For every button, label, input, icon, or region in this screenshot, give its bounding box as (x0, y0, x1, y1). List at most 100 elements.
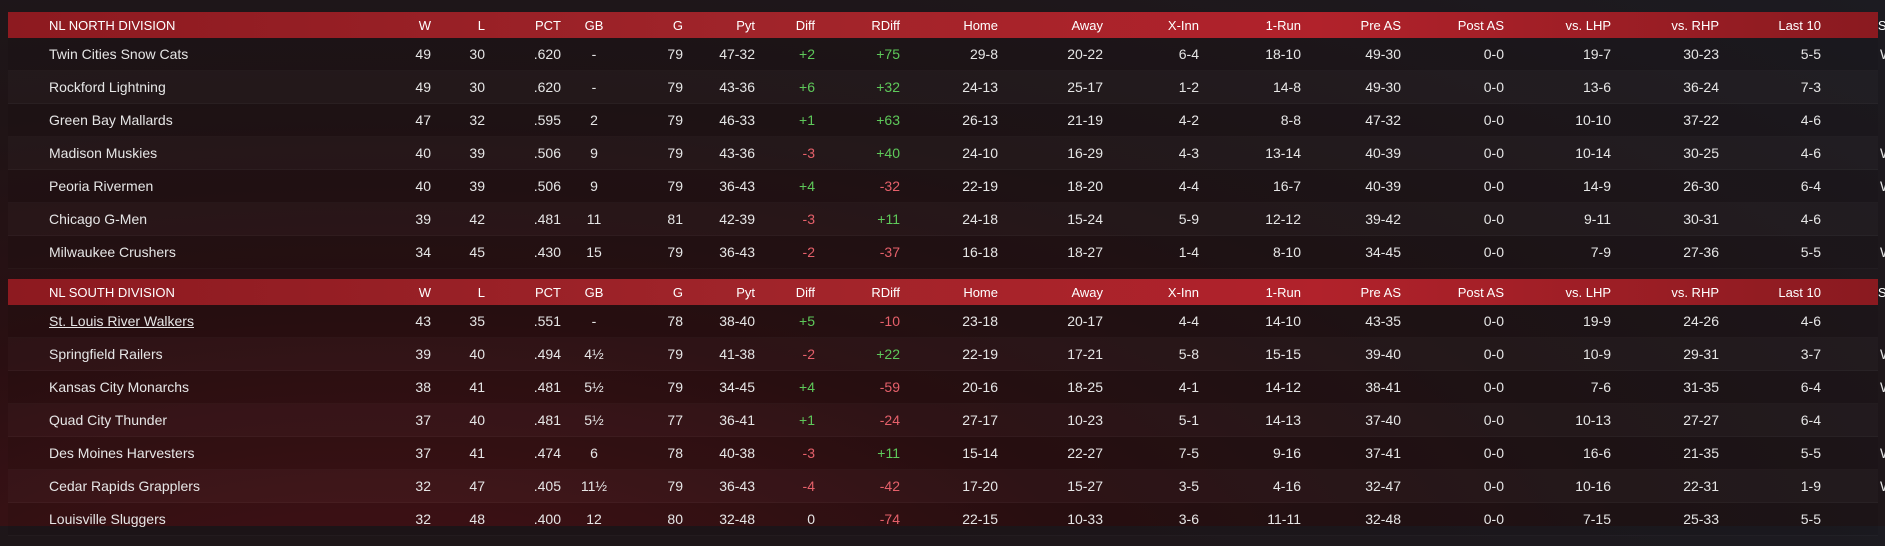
table-row[interactable]: Quad City Thunder 37 40 .481 5½ 77 36-41 +1 -24 2… (8, 404, 1878, 437)
cell-gb: 12 (586, 511, 602, 527)
cell-vslhp: 7-6 (1590, 379, 1611, 395)
column-header-strk[interactable]: Strk (1877, 284, 1885, 300)
cell-rdiff: +22 (876, 346, 900, 362)
cell-rdiff: +63 (876, 112, 900, 128)
column-header-pct[interactable]: PCT (535, 284, 561, 300)
cell-last10: 3-7 (1800, 346, 1821, 362)
cell-l: 48 (469, 511, 485, 527)
team-name-link[interactable]: Springfield Railers (49, 346, 163, 362)
cell-away: 15-27 (1067, 478, 1103, 494)
column-header-diff[interactable]: Diff (795, 284, 815, 300)
column-header-l[interactable]: L (477, 284, 485, 300)
column-header-w[interactable]: W (418, 284, 431, 300)
cell-home: 24-18 (962, 211, 998, 227)
column-header-rdiff[interactable]: RDiff (871, 17, 900, 33)
column-header-strk[interactable]: Strk (1877, 17, 1885, 33)
table-row[interactable]: Twin Cities Snow Cats 49 30 .620 - 79 47-32 +2 +… (8, 38, 1885, 71)
table-row[interactable]: Chicago G-Men 39 42 .481 11 81 42-39 -3 +11 24-18… (8, 203, 1878, 236)
table-row[interactable]: Kansas City Monarchs 38 41 .481 5½ 79 34-45 +4 -… (8, 371, 1885, 404)
team-name-link[interactable]: St. Louis River Walkers (49, 313, 194, 329)
cell-w: 40 (415, 178, 431, 194)
team-name-link[interactable]: Quad City Thunder (49, 412, 168, 428)
cell-home: 23-18 (962, 313, 998, 329)
table-row[interactable]: Cedar Rapids Grapplers 32 47 .405 11½ 79 36-43… (8, 470, 1885, 503)
column-header-away[interactable]: Away (1071, 17, 1103, 33)
cell-vslhp: 7-15 (1582, 511, 1611, 527)
cell-gb: - (591, 313, 597, 329)
cell-pyt: 36-43 (719, 178, 755, 194)
team-name-link[interactable]: Rockford Lightning (49, 79, 166, 95)
cell-g: 79 (667, 79, 683, 95)
team-name-link[interactable]: Peoria Rivermen (49, 178, 154, 194)
column-header-away[interactable]: Away (1071, 284, 1103, 300)
table-row[interactable]: Milwaukee Crushers 34 45 .430 15 79 36-43 -2 -37… (8, 236, 1885, 269)
cell-away: 22-27 (1067, 445, 1103, 461)
table-row[interactable]: St. Louis River Walkers 43 35 .551 - 78 38-40 +… (8, 305, 1878, 338)
team-name-link[interactable]: Chicago G-Men (49, 211, 148, 227)
team-name-link[interactable]: Madison Muskies (49, 145, 158, 161)
column-header-vsrhp[interactable]: vs. RHP (1671, 284, 1719, 300)
column-header-pyt[interactable]: Pyt (736, 17, 755, 33)
team-name-link[interactable]: Green Bay Mallards (49, 112, 173, 128)
column-header-postas[interactable]: Post AS (1457, 284, 1504, 300)
table-row[interactable]: Green Bay Mallards 47 32 .595 2 79 46-33 +1 +63 2… (8, 104, 1878, 137)
cell-home: 24-13 (962, 79, 998, 95)
column-header-w[interactable]: W (418, 17, 431, 33)
cell-gb: 2 (590, 112, 598, 128)
column-header-last10[interactable]: Last 10 (1778, 284, 1821, 300)
column-header-diff[interactable]: Diff (795, 17, 815, 33)
column-header-gb[interactable]: GB (584, 284, 604, 300)
team-name-link[interactable]: Louisville Sluggers (49, 511, 166, 527)
column-header-postas[interactable]: Post AS (1457, 17, 1504, 33)
cell-vslhp: 10-9 (1582, 346, 1611, 362)
cell-vslhp: 10-14 (1575, 145, 1611, 161)
column-header-l[interactable]: L (477, 17, 485, 33)
cell-pyt: 36-43 (719, 244, 755, 260)
table-row[interactable]: Springfield Railers 39 40 .494 4½ 79 41-38 -2 +2… (8, 338, 1885, 371)
column-header-preas[interactable]: Pre AS (1360, 17, 1401, 33)
cell-g: 78 (667, 313, 683, 329)
column-header-xinn[interactable]: X-Inn (1167, 284, 1199, 300)
column-header-home[interactable]: Home (963, 17, 998, 33)
cell-onerun: 15-15 (1265, 346, 1301, 362)
cell-home: 15-14 (962, 445, 998, 461)
table-row[interactable]: Des Moines Harvesters 37 41 .474 6 78 40-38 -3 +… (8, 437, 1885, 470)
column-header-home[interactable]: Home (963, 284, 998, 300)
cell-postas: 0-0 (1483, 244, 1504, 260)
column-header-xinn[interactable]: X-Inn (1167, 17, 1199, 33)
column-header-g[interactable]: G (672, 17, 683, 33)
cell-xinn: 5-1 (1178, 412, 1199, 428)
cell-pyt: 36-43 (719, 478, 755, 494)
column-header-vsrhp[interactable]: vs. RHP (1671, 17, 1719, 33)
table-row[interactable]: Louisville Sluggers 32 48 .400 12 80 32-48 0 -74… (8, 503, 1878, 536)
cell-xinn: 4-1 (1178, 379, 1199, 395)
cell-l: 41 (469, 445, 485, 461)
team-name-link[interactable]: Twin Cities Snow Cats (49, 46, 189, 62)
column-header-onerun[interactable]: 1-Run (1265, 17, 1301, 33)
column-header-vslhp[interactable]: vs. LHP (1565, 284, 1611, 300)
table-row[interactable]: Madison Muskies 40 39 .506 9 79 43-36 -3 +40 24-1… (8, 137, 1885, 170)
column-header-last10[interactable]: Last 10 (1778, 17, 1821, 33)
column-header-pct[interactable]: PCT (535, 17, 561, 33)
team-name-link[interactable]: Cedar Rapids Grapplers (49, 478, 200, 494)
division-name: NL SOUTH DIVISION (49, 284, 175, 300)
column-header-gb[interactable]: GB (584, 17, 604, 33)
column-header-g[interactable]: G (672, 284, 683, 300)
team-name-link[interactable]: Milwaukee Crushers (49, 244, 176, 260)
cell-strk: L1 (1821, 112, 1885, 128)
table-row[interactable]: Peoria Rivermen 40 39 .506 9 79 36-43 +4 -32 22-1… (8, 170, 1885, 203)
cell-g: 79 (667, 379, 683, 395)
column-header-vslhp[interactable]: vs. LHP (1565, 17, 1611, 33)
cell-home: 17-20 (962, 478, 998, 494)
cell-rdiff: -74 (879, 511, 900, 527)
team-name-link[interactable]: Kansas City Monarchs (49, 379, 190, 395)
column-header-rdiff[interactable]: RDiff (871, 284, 900, 300)
table-row[interactable]: Rockford Lightning 49 30 .620 - 79 43-36 +6 +32 2… (8, 71, 1878, 104)
column-header-onerun[interactable]: 1-Run (1265, 284, 1301, 300)
cell-w: 39 (415, 211, 431, 227)
column-header-pyt[interactable]: Pyt (736, 284, 755, 300)
cell-gb: 6 (590, 445, 598, 461)
team-name-link[interactable]: Des Moines Harvesters (49, 445, 195, 461)
column-header-preas[interactable]: Pre AS (1360, 284, 1401, 300)
cell-away: 18-27 (1067, 244, 1103, 260)
